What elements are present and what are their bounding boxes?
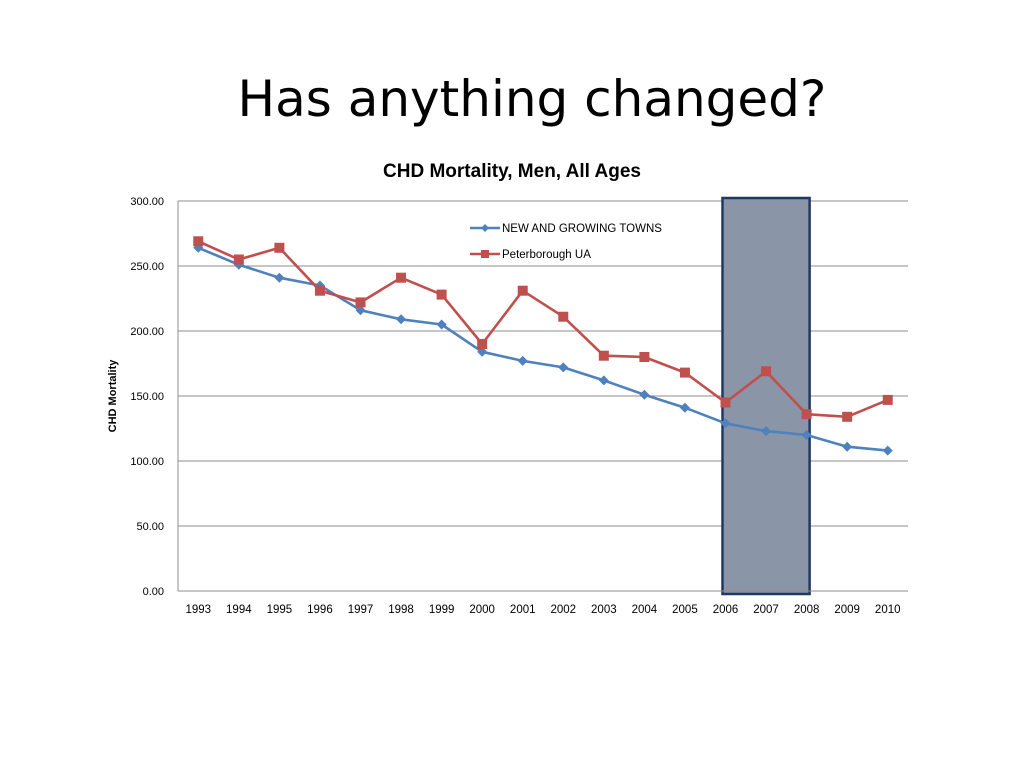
- data-point: [598, 350, 609, 361]
- data-point: [274, 272, 285, 283]
- data-point: [436, 289, 447, 300]
- x-tick-label: 2005: [672, 604, 698, 616]
- data-point: [842, 441, 853, 452]
- data-point: [558, 362, 569, 373]
- x-tick-label: 2001: [510, 604, 536, 616]
- highlight-region: [721, 196, 811, 596]
- x-tick-label: 2003: [591, 604, 617, 616]
- x-tick-label: 2008: [794, 604, 820, 616]
- data-point: [720, 397, 731, 408]
- data-point: [517, 285, 528, 296]
- data-point: [801, 430, 812, 440]
- data-point: [233, 254, 244, 265]
- y-tick-label: 300.00: [130, 196, 164, 208]
- data-point: [355, 305, 366, 316]
- data-point: [679, 367, 690, 378]
- x-tick-label: 2002: [550, 604, 576, 616]
- data-point: [436, 319, 447, 330]
- legend-label: NEW AND GROWING TOWNS: [502, 223, 662, 235]
- x-tick-label: 2009: [834, 604, 860, 616]
- y-tick-label: 0.00: [143, 586, 164, 598]
- y-tick-label: 50.00: [136, 521, 164, 533]
- x-tick-label: 1996: [307, 604, 333, 616]
- series-line: [197, 240, 889, 419]
- series-group: [193, 236, 893, 456]
- legend-marker: [481, 224, 489, 232]
- y-tick-label: 200.00: [130, 326, 164, 338]
- data-point: [842, 411, 853, 422]
- data-point: [517, 355, 528, 366]
- slide-title: Has anything changed?: [237, 70, 827, 128]
- highlight-box: [721, 196, 811, 596]
- y-tick-label: 250.00: [130, 261, 164, 273]
- x-tick-label: 1998: [388, 604, 414, 616]
- data-point: [314, 285, 325, 296]
- x-tick-label: 1999: [429, 604, 455, 616]
- legend: NEW AND GROWING TOWNS Peterborough UA: [470, 223, 662, 261]
- data-point: [274, 242, 285, 253]
- data-point: [598, 375, 609, 386]
- y-axis-label: CHD Mortality: [107, 359, 119, 433]
- chart-title: CHD Mortality, Men, All Ages: [383, 161, 641, 182]
- x-tick-label: 2000: [469, 604, 495, 616]
- data-point: [761, 426, 772, 437]
- data-point: [801, 409, 812, 420]
- data-point: [477, 339, 488, 349]
- x-tick-label: 2006: [713, 604, 739, 616]
- legend-marker: [481, 250, 489, 258]
- data-point: [396, 314, 407, 325]
- data-point: [558, 311, 569, 322]
- data-point: [639, 389, 650, 400]
- x-tick-label: 2004: [632, 604, 658, 616]
- legend-label: Peterborough UA: [502, 249, 591, 261]
- data-point: [882, 445, 893, 456]
- data-point: [477, 346, 488, 357]
- data-point: [639, 352, 650, 362]
- x-tick-label: 2010: [875, 604, 901, 616]
- x-tick-label: 1994: [226, 604, 252, 616]
- data-point: [761, 366, 772, 377]
- y-tick-label: 100.00: [130, 456, 164, 468]
- data-point: [355, 297, 366, 308]
- data-point: [193, 236, 204, 247]
- y-tick-label: 150.00: [130, 391, 164, 403]
- data-point: [720, 418, 731, 429]
- data-point: [396, 272, 407, 283]
- x-tick-label: 2007: [753, 604, 779, 616]
- x-tick-label: 1995: [267, 604, 293, 616]
- x-tick-label: 1997: [348, 604, 374, 616]
- data-point: [882, 394, 893, 405]
- x-tick-label: 1993: [185, 604, 211, 616]
- data-point: [679, 402, 690, 413]
- axes: 0.00 50.00 100.00 150.00 200.00 250.00 300.00 1…: [130, 196, 908, 616]
